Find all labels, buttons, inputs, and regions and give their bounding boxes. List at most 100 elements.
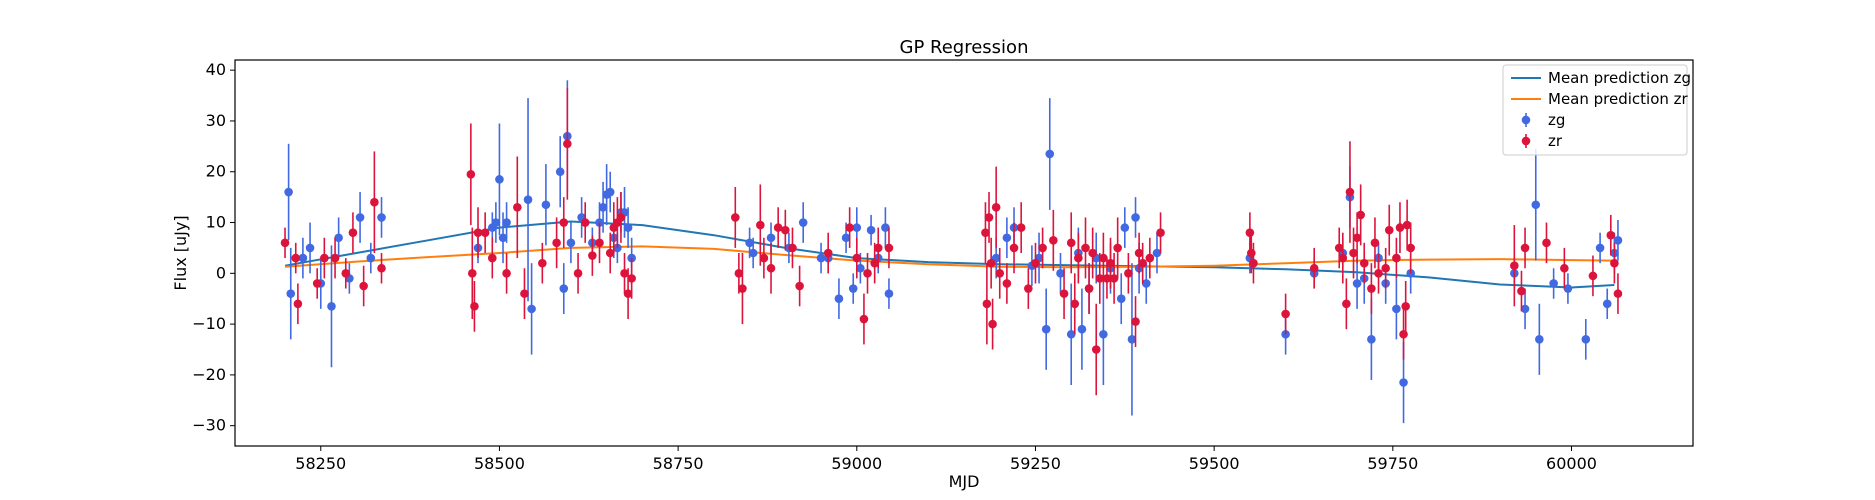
data-point-zg-65 — [1099, 329, 1108, 339]
data-point-zg-88 — [1520, 304, 1530, 314]
data-point-zr-45 — [823, 248, 833, 258]
data-point-zr-97 — [1352, 233, 1362, 243]
data-point-zr-87 — [1245, 228, 1255, 237]
data-point-zr-81 — [1124, 269, 1133, 278]
data-point-zg-90 — [1535, 335, 1544, 344]
y-tick-label: −30 — [192, 416, 226, 435]
data-point-zg-2 — [298, 253, 308, 263]
data-point-zg-60 — [1066, 329, 1076, 339]
data-point-zg-95 — [1602, 299, 1612, 309]
data-point-zg-29 — [605, 187, 615, 197]
data-point-zr-4 — [320, 253, 329, 263]
data-point-zg-67 — [1116, 294, 1126, 304]
data-point-zr-96 — [1349, 248, 1358, 258]
data-point-zg-43 — [834, 294, 844, 304]
data-point-zr-67 — [1059, 289, 1069, 298]
data-point-zg-23 — [566, 238, 576, 248]
data-point-zr-73 — [1088, 248, 1097, 258]
legend-marker-swatch — [1521, 136, 1531, 146]
data-point-zg-53 — [1002, 233, 1012, 243]
data-point-zg-97 — [1613, 236, 1623, 245]
data-point-zg-34 — [623, 223, 633, 232]
data-point-zr-31 — [616, 213, 626, 222]
legend-label: zr — [1548, 132, 1563, 150]
data-point-zr-110 — [1406, 243, 1415, 253]
data-point-zr-119 — [1613, 289, 1623, 298]
data-point-zr-114 — [1542, 238, 1551, 248]
data-point-zr-52 — [884, 243, 894, 253]
data-point-zr-56 — [986, 258, 996, 268]
data-point-zr-40 — [766, 263, 776, 273]
data-point-zg-45 — [848, 284, 858, 293]
y-tick-label: 0 — [216, 263, 226, 282]
data-point-zr-5 — [330, 253, 340, 263]
data-point-zr-6 — [341, 269, 351, 278]
data-point-zr-91 — [1309, 263, 1319, 273]
data-point-zr-9 — [370, 197, 379, 207]
data-point-zg-38 — [766, 233, 776, 243]
data-point-zr-35 — [730, 213, 740, 222]
data-point-zr-41 — [773, 223, 783, 232]
data-point-zg-94 — [1595, 243, 1605, 253]
data-point-zr-39 — [759, 253, 769, 263]
data-point-zg-21 — [559, 284, 569, 293]
data-point-zg-72 — [1141, 279, 1151, 288]
data-point-zr-28 — [605, 248, 615, 258]
y-tick-label: 20 — [206, 162, 226, 181]
data-point-zr-113 — [1520, 243, 1530, 253]
data-point-zr-61 — [1009, 243, 1019, 253]
chart-title: GP Regression — [900, 37, 1029, 58]
data-point-zr-107 — [1399, 329, 1408, 339]
data-point-zr-112 — [1517, 286, 1526, 296]
y-tick-label: 40 — [206, 60, 226, 79]
data-point-zr-84 — [1138, 258, 1147, 268]
data-point-zg-58 — [1045, 149, 1055, 159]
plot-frame — [234, 59, 1694, 447]
data-point-zr-80 — [1113, 243, 1122, 253]
data-point-zg-27 — [598, 202, 608, 212]
data-point-zr-34 — [627, 274, 636, 283]
data-point-zg-81 — [1367, 335, 1376, 344]
data-point-zr-22 — [559, 218, 569, 227]
y-tick-label: −20 — [192, 365, 226, 384]
data-point-zg-19 — [541, 200, 551, 210]
x-tick-label: 58500 — [474, 454, 525, 473]
data-point-zg-92 — [1563, 284, 1573, 293]
x-tick-label: 59250 — [1010, 454, 1061, 473]
data-point-zg-84 — [1392, 304, 1401, 314]
data-point-zr-8 — [359, 281, 368, 291]
data-point-zg-1 — [286, 289, 296, 298]
data-point-zr-108 — [1401, 302, 1410, 311]
data-point-zg-89 — [1531, 200, 1541, 210]
y-tick-label: 30 — [206, 111, 226, 130]
data-point-zr-11 — [466, 169, 476, 179]
data-point-zr-115 — [1560, 263, 1569, 273]
data-point-zr-33 — [623, 289, 633, 298]
data-point-zr-3 — [312, 279, 322, 288]
data-point-zr-117 — [1606, 230, 1616, 240]
data-point-zr-63 — [1024, 284, 1033, 293]
data-point-zr-95 — [1345, 187, 1355, 197]
data-point-zg-46 — [852, 223, 862, 232]
data-point-zr-90 — [1281, 309, 1290, 319]
legend-label: zg — [1548, 111, 1565, 129]
data-point-zr-14 — [473, 228, 483, 237]
data-point-zg-47 — [856, 263, 865, 273]
data-point-zr-47 — [852, 253, 862, 263]
data-point-zr-78 — [1106, 258, 1115, 268]
data-point-zg-16 — [502, 218, 511, 227]
data-point-zr-118 — [1610, 258, 1619, 268]
data-point-zr-59 — [995, 269, 1005, 278]
data-point-zg-75 — [1281, 329, 1290, 339]
data-point-zg-91 — [1549, 279, 1558, 288]
data-point-zg-9 — [366, 253, 376, 263]
data-point-zr-98 — [1356, 210, 1365, 220]
data-point-zg-50 — [881, 223, 890, 232]
data-point-zr-49 — [863, 269, 872, 278]
data-point-zr-72 — [1084, 284, 1094, 293]
data-point-zg-15 — [498, 233, 508, 243]
x-tick-label: 58750 — [653, 454, 704, 473]
x-tick-label: 59000 — [831, 454, 882, 473]
data-point-zg-6 — [334, 233, 343, 243]
data-point-zg-51 — [884, 289, 894, 298]
